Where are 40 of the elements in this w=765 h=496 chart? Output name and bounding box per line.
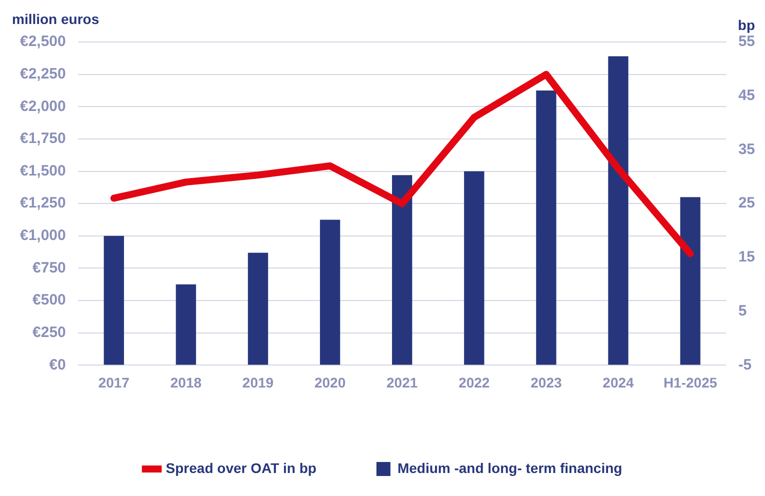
x-tick-label: 2017 xyxy=(98,374,130,390)
y2-axis-title: bp xyxy=(738,17,755,33)
bar xyxy=(104,236,124,365)
y2-tick-label: 15 xyxy=(738,248,756,266)
bar xyxy=(464,171,484,365)
bar xyxy=(680,197,700,365)
y2-tick-label: 25 xyxy=(738,194,756,212)
x-tick-label: 2022 xyxy=(458,374,490,390)
y-tick-label: €1,000 xyxy=(20,227,66,244)
x-tick-label: 2021 xyxy=(386,374,418,390)
bar xyxy=(392,175,412,365)
y-tick-label: €2,000 xyxy=(20,98,66,115)
legend-label: Medium -and long- term financing xyxy=(397,460,622,476)
y-tick-label: €1,250 xyxy=(20,194,66,212)
x-tick-label: 2023 xyxy=(530,374,562,390)
bar xyxy=(176,284,196,365)
x-tick-label: H1-2025 xyxy=(663,374,718,390)
legend-label: Spread over OAT in bp xyxy=(166,460,316,476)
y-tick-label: €2,250 xyxy=(20,65,66,82)
y2-tick-label: 5 xyxy=(738,302,747,320)
y-tick-label: €500 xyxy=(32,292,66,309)
bar xyxy=(536,90,556,365)
y-tick-label: €1,500 xyxy=(20,162,66,180)
y-tick-label: €1,750 xyxy=(20,130,66,148)
y2-tick-label: 45 xyxy=(738,87,756,104)
y-tick-label: €2,500 xyxy=(20,33,66,50)
y-axis-title: million euros xyxy=(12,11,100,27)
x-tick-label: 2018 xyxy=(170,374,202,390)
x-tick-label: 2019 xyxy=(242,374,274,390)
bar xyxy=(608,56,628,365)
y-tick-label: €750 xyxy=(32,259,66,276)
y-tick-label: €250 xyxy=(32,324,66,342)
bar xyxy=(248,252,268,365)
bar xyxy=(320,220,340,365)
y2-tick-label: 35 xyxy=(738,140,756,158)
y-tick-label: €0 xyxy=(49,356,66,374)
x-tick-label: 2020 xyxy=(314,374,346,390)
y2-tick-label: 55 xyxy=(738,33,756,50)
y2-tick-label: -5 xyxy=(738,356,752,374)
x-tick-label: 2024 xyxy=(602,374,634,390)
